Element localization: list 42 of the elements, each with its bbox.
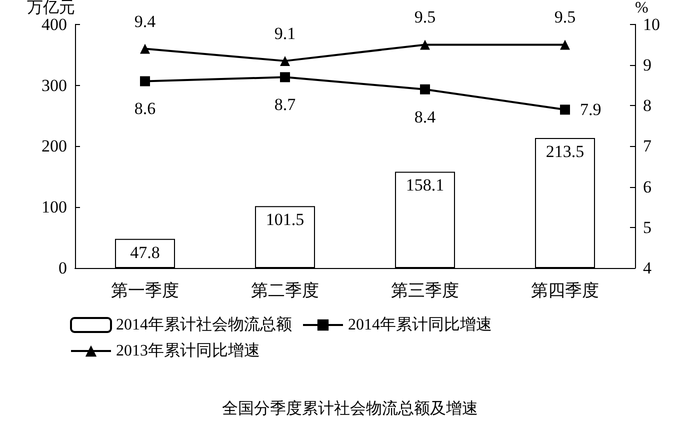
y2-tick-label: 8 (643, 96, 652, 116)
data-label: 9.1 (274, 24, 296, 43)
data-label: 8.6 (134, 99, 156, 118)
y2-tick-label: 4 (643, 258, 652, 278)
x-tick-label: 第四季度 (531, 281, 599, 300)
data-label: 9.4 (134, 12, 156, 31)
data-label: 7.9 (580, 100, 602, 120)
y-tick-label: 400 (42, 14, 67, 34)
point (420, 84, 430, 94)
data-label: 9.5 (554, 8, 576, 27)
point (280, 72, 290, 82)
data-label: 8.7 (274, 95, 296, 114)
y2-tick-label: 5 (643, 218, 652, 237)
point (560, 104, 570, 115)
data-label: 158.1 (406, 176, 444, 195)
y2-tick-label: 10 (643, 14, 660, 34)
data-label: 213.5 (546, 142, 584, 161)
y-tick-label: 0 (58, 258, 67, 278)
point (140, 76, 150, 86)
data-label: 8.4 (414, 107, 436, 126)
y2-axis-title: % (635, 0, 648, 16)
x-tick-label: 第三季度 (391, 281, 459, 300)
y-tick-label: 100 (42, 198, 67, 217)
data-label: 9.5 (414, 8, 436, 27)
data-label: 101.5 (266, 210, 304, 230)
y2-tick-label: 6 (643, 177, 652, 196)
point (280, 56, 290, 66)
legend-label: 2014年累计同比增速 (348, 316, 492, 334)
point (560, 40, 570, 50)
legend-label: 2013年累计同比增速 (116, 342, 260, 360)
point (420, 40, 430, 50)
y-axis-title: 万亿元 (27, 0, 75, 16)
text: 全国分季度累计社会物流总额及增速 (222, 400, 478, 418)
legend-label: 2014年累计社会物流总额 (116, 316, 292, 334)
data-label: 47.8 (130, 242, 160, 262)
y-tick-label: 300 (42, 76, 67, 95)
y2-tick-label: 9 (643, 56, 652, 74)
x-tick-label: 第一季度 (111, 281, 179, 300)
y-tick-label: 200 (42, 136, 67, 156)
y2-tick-label: 7 (643, 136, 652, 156)
x-tick-label: 第二季度 (251, 281, 319, 300)
point (140, 44, 150, 54)
